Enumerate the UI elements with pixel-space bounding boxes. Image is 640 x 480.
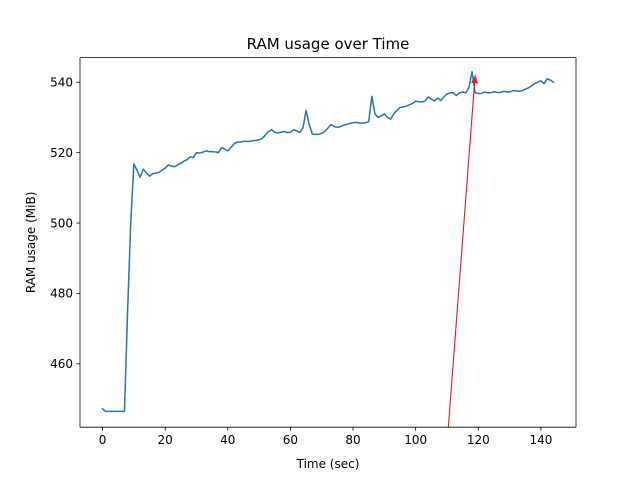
y-tick-label: 540 — [50, 76, 73, 90]
y-axis-label: RAM usage (MiB) — [24, 192, 38, 294]
y-tick-label: 480 — [50, 287, 73, 301]
y-tick-label: 520 — [50, 146, 73, 160]
y-axis-ticks: 460 480 500 520 540 — [50, 76, 80, 371]
x-tick-label: 100 — [404, 433, 427, 447]
x-tick-label: 140 — [529, 433, 552, 447]
axes-frame — [79, 57, 577, 428]
annotation-arrow-head — [471, 75, 479, 84]
x-tick-label: 120 — [467, 433, 490, 447]
chart-title: RAM usage over Time — [247, 35, 410, 53]
ram-usage-line — [101, 70, 555, 413]
x-tick-label: 60 — [283, 433, 298, 447]
y-tick-label: 460 — [50, 357, 73, 371]
series-layer — [101, 70, 555, 428]
y-tick-label: 500 — [50, 216, 73, 230]
plot-area — [80, 57, 576, 428]
x-tick-label: 20 — [158, 433, 173, 447]
x-tick-label: 80 — [345, 433, 360, 447]
x-tick-label: 0 — [99, 433, 107, 447]
x-axis-ticks: 0 20 40 60 80 100 120 140 — [99, 427, 552, 447]
x-axis-label: Time (sec) — [296, 457, 360, 471]
x-tick-label: 40 — [220, 433, 235, 447]
annotation-arrow-line — [447, 74, 476, 428]
